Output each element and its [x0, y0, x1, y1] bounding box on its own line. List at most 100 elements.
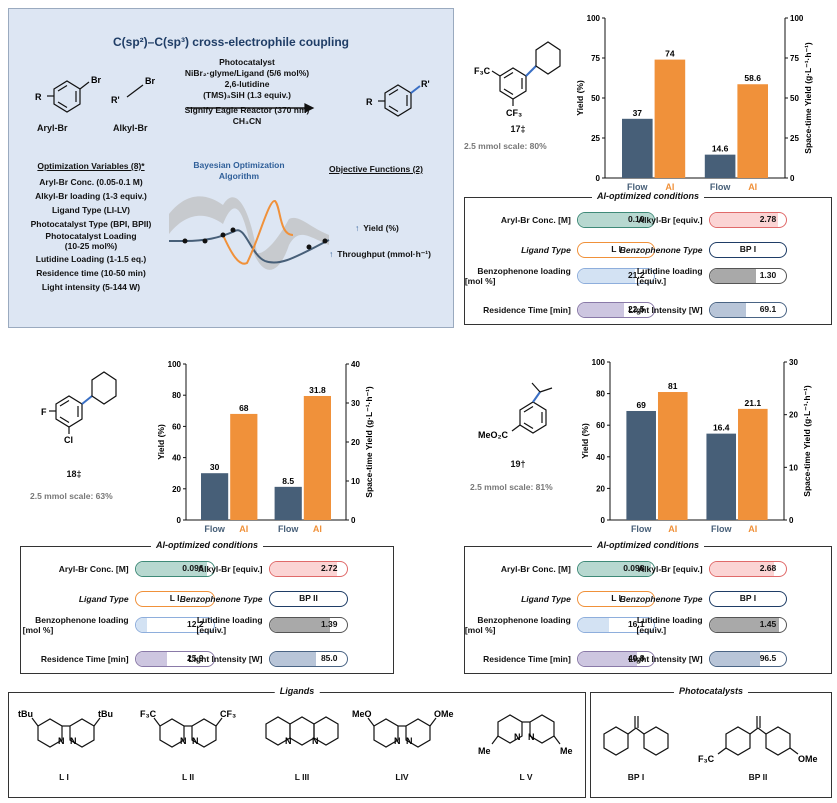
- bar-flow: [622, 118, 653, 178]
- y-tick-label: 20: [596, 484, 605, 493]
- pill-bp-loading: 21.2: [576, 268, 656, 284]
- pill-light-intensity-fill: [269, 652, 316, 666]
- svg-text:N: N: [180, 736, 187, 746]
- pill-alkyl-equiv: 2.72: [268, 561, 349, 577]
- pill-benzophenone-type: BP II: [268, 591, 349, 607]
- svg-text:tBu: tBu: [18, 709, 33, 719]
- svg-text:N: N: [70, 736, 77, 746]
- pill-alkyl-equiv-fill: [269, 562, 337, 576]
- svg-text:N: N: [394, 736, 401, 746]
- label-alkyl-equiv: Alkyl-Br [equiv.]: [197, 564, 263, 574]
- pill-aryl-conc-value: 0.10: [627, 214, 645, 224]
- conditions-title: AI-optimized conditions: [592, 540, 704, 550]
- objective-throughput: ↑ Throughput (mmol·h⁻¹): [329, 249, 431, 259]
- y-tick-label: 75: [591, 54, 600, 63]
- cf3-left-label: F₃C: [474, 66, 491, 76]
- meo2c-label: MeO₂C: [478, 430, 509, 440]
- product-18-label: 18‡: [66, 469, 82, 479]
- pill-lutidine-loading-value: 1.30: [759, 270, 777, 280]
- ligand-label-5: L V: [519, 772, 533, 782]
- pill-residence-time: 25.9: [134, 651, 215, 667]
- pill-residence-time-value: 22.5: [627, 304, 645, 314]
- y2-tick-label: 20: [789, 411, 798, 420]
- optimization-variables: Optimization Variables (8)* Aryl-Br Conc…: [15, 159, 167, 294]
- category-label: Flow: [278, 524, 299, 534]
- pill-benzophenone-type-value: BP I: [739, 593, 757, 603]
- y2-tick-label: 0: [351, 516, 356, 525]
- product-17-scale: 2.5 mmol scale: 80%: [464, 141, 547, 151]
- ligands-title: Ligands: [274, 686, 320, 696]
- label-light-intensity: Light Intensity [W]: [628, 654, 703, 664]
- y-axis-label: Yield (%): [575, 80, 585, 116]
- alkyl-br-label: Br: [145, 76, 155, 86]
- svg-text:F₃C: F₃C: [698, 754, 715, 764]
- conditions-title: AI-optimized conditions: [592, 191, 704, 201]
- label-ligand-type: Ligand Type: [78, 594, 129, 604]
- label-benzophenone-type: Benzophenone Type: [179, 594, 263, 604]
- bar-ai: [657, 392, 688, 520]
- pill-light-intensity-value: 85.0: [320, 653, 338, 663]
- svg-text:Me: Me: [478, 746, 491, 756]
- y2-axis-label: Space-time Yield (g·L⁻¹·h⁻¹): [364, 386, 374, 498]
- svg-text:OMe: OMe: [798, 754, 818, 764]
- pill-lutidine-loading-fill: [709, 269, 756, 283]
- f-label: F: [41, 407, 47, 417]
- aryl-br-label: Aryl-Br: [37, 123, 68, 133]
- category-label: Flow: [710, 182, 731, 192]
- label-residence-time: Residence Time [min]: [483, 654, 571, 664]
- pill-bp-loading-fill: [577, 618, 610, 632]
- y2-tick-label: 0: [789, 516, 794, 525]
- svg-text:tBu: tBu: [98, 709, 113, 719]
- alkyl-br-label: Alkyl-Br: [113, 123, 148, 133]
- conditions-box-18: AI-optimized conditions Aryl-Br Conc. [M…: [20, 540, 394, 674]
- pill-alkyl-equiv-value: 2.72: [320, 563, 338, 573]
- svg-text:OMe: OMe: [434, 709, 454, 719]
- pill-residence-time-fill: [577, 652, 637, 666]
- y-axis-label: Yield (%): [580, 423, 590, 459]
- pill-residence-time-value: 40.8: [627, 653, 645, 663]
- pill-lutidine-loading: 1.30: [708, 268, 788, 284]
- label-light-intensity: Light Intensity [W]: [188, 654, 263, 664]
- pill-aryl-conc-value: 0.098: [623, 563, 645, 573]
- y2-axis-label: Space-time Yield (g·L⁻¹·h⁻¹): [803, 42, 813, 154]
- summary-panel: C(sp²)–C(sp³) cross-electrophile couplin…: [8, 8, 454, 328]
- pill-lutidine-loading-fill: [269, 618, 331, 632]
- bar-ai: [303, 395, 331, 520]
- label-alkyl-equiv: Alkyl-Br [equiv.]: [638, 215, 703, 225]
- y2-tick-label: 40: [351, 360, 360, 369]
- pill-bp-loading: 16.1: [576, 617, 656, 633]
- bar-value-label: 21.1: [745, 398, 762, 408]
- y-tick-label: 100: [587, 14, 601, 23]
- bar-value-label: 58.6: [744, 73, 761, 83]
- pill-aryl-conc: 0.098: [576, 561, 656, 577]
- svg-text:Me: Me: [560, 746, 573, 756]
- pill-bp-loading-fill: [577, 269, 636, 283]
- label-benzophenone-type: Benzophenone Type: [619, 594, 703, 604]
- bar-flow: [201, 473, 229, 520]
- label-benzophenone-type: Benzophenone Type: [619, 245, 703, 255]
- y-tick-label: 100: [592, 358, 606, 367]
- product-19-label: 19†: [510, 459, 526, 469]
- y-tick-label: 50: [591, 94, 600, 103]
- pill-benzophenone-type-value: BP I: [739, 244, 757, 254]
- pill-aryl-conc-fill: [577, 562, 652, 576]
- bar-flow: [626, 410, 656, 520]
- y-tick-label: 40: [172, 454, 181, 463]
- pill-light-intensity: 96.5: [708, 651, 788, 667]
- pill-light-intensity-fill: [709, 303, 747, 317]
- svg-text:MeO: MeO: [352, 709, 372, 719]
- y2-tick-label: 25: [790, 134, 799, 143]
- bar-ai: [737, 84, 768, 178]
- pill-light-intensity: 69.1: [708, 302, 788, 318]
- y-tick-label: 60: [172, 422, 181, 431]
- label-aryl-conc: Aryl-Br Conc. [M]: [58, 564, 129, 574]
- bar-flow: [274, 486, 302, 520]
- ligand-label-3: L III: [294, 772, 310, 782]
- label-bp-loading: Benzophenone loading [mol %]: [464, 266, 571, 286]
- photocatalysts-box: Photocatalysts: [590, 686, 832, 798]
